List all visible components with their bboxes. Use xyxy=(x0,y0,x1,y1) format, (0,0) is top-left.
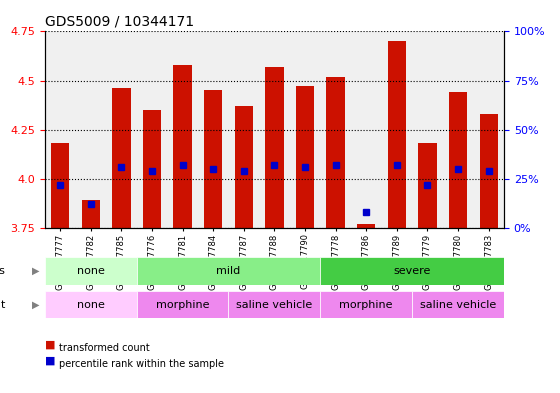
Text: transformed count: transformed count xyxy=(59,343,150,353)
Bar xyxy=(388,41,406,228)
Text: GDS5009 / 10344171: GDS5009 / 10344171 xyxy=(45,15,194,29)
Text: morphine: morphine xyxy=(339,299,393,310)
Bar xyxy=(204,90,222,228)
Bar xyxy=(326,77,345,228)
Text: agent: agent xyxy=(0,299,6,310)
Bar xyxy=(357,224,375,228)
Text: stress: stress xyxy=(0,266,6,276)
Bar xyxy=(143,110,161,228)
Text: ■: ■ xyxy=(45,356,55,365)
Text: percentile rank within the sample: percentile rank within the sample xyxy=(59,358,224,369)
Text: none: none xyxy=(77,299,105,310)
Bar xyxy=(112,88,130,228)
Bar xyxy=(174,65,192,228)
FancyBboxPatch shape xyxy=(320,291,412,318)
Text: none: none xyxy=(77,266,105,276)
Text: severe: severe xyxy=(394,266,431,276)
Text: saline vehicle: saline vehicle xyxy=(420,299,496,310)
Bar xyxy=(418,143,437,228)
Text: ▶: ▶ xyxy=(32,299,39,310)
FancyBboxPatch shape xyxy=(412,291,504,318)
Bar xyxy=(82,200,100,228)
FancyBboxPatch shape xyxy=(137,257,320,285)
FancyBboxPatch shape xyxy=(137,291,228,318)
Bar xyxy=(235,106,253,228)
Text: ■: ■ xyxy=(45,340,55,350)
Bar xyxy=(479,114,498,228)
Bar xyxy=(51,143,69,228)
Bar xyxy=(265,67,283,228)
FancyBboxPatch shape xyxy=(320,257,504,285)
Bar xyxy=(296,86,314,228)
FancyBboxPatch shape xyxy=(45,257,137,285)
Bar xyxy=(449,92,467,228)
FancyBboxPatch shape xyxy=(45,291,137,318)
FancyBboxPatch shape xyxy=(228,291,320,318)
Text: morphine: morphine xyxy=(156,299,209,310)
Text: mild: mild xyxy=(216,266,241,276)
Text: saline vehicle: saline vehicle xyxy=(236,299,312,310)
Text: ▶: ▶ xyxy=(32,266,39,276)
